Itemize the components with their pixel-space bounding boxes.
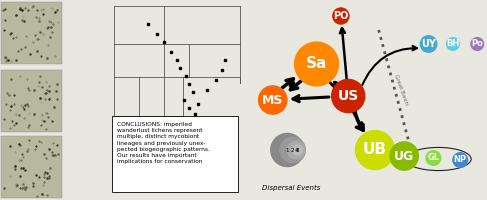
Text: UY: UY: [421, 39, 436, 49]
Text: UG: UG: [394, 150, 414, 162]
Text: BH: BH: [446, 40, 460, 48]
Text: GL: GL: [428, 154, 439, 162]
Text: 4: 4: [294, 148, 298, 152]
Text: Po: Po: [471, 40, 483, 48]
Text: 8: 8: [296, 148, 300, 152]
Text: PO: PO: [333, 11, 349, 21]
Text: 2: 2: [291, 148, 295, 152]
Ellipse shape: [420, 36, 437, 52]
Ellipse shape: [271, 133, 304, 167]
Ellipse shape: [453, 153, 468, 167]
Ellipse shape: [447, 38, 459, 50]
Bar: [1, 2, 62, 64]
Ellipse shape: [390, 142, 418, 170]
Ellipse shape: [259, 86, 287, 114]
Ellipse shape: [333, 8, 349, 24]
Text: 1: 1: [285, 148, 289, 152]
Bar: [112, 116, 238, 192]
Text: NP: NP: [454, 156, 467, 164]
Ellipse shape: [356, 131, 394, 169]
Ellipse shape: [471, 38, 484, 50]
Text: US: US: [337, 89, 359, 103]
Ellipse shape: [426, 151, 441, 165]
Text: Sa: Sa: [306, 56, 327, 72]
Bar: [1, 70, 62, 132]
Ellipse shape: [295, 42, 338, 86]
Text: MS: MS: [262, 94, 283, 106]
Ellipse shape: [280, 137, 305, 163]
Bar: [1, 136, 62, 198]
Text: Dispersal Events: Dispersal Events: [262, 185, 320, 191]
Text: UB: UB: [363, 142, 387, 158]
Ellipse shape: [293, 145, 302, 155]
Ellipse shape: [287, 141, 305, 159]
Text: Great Basin: Great Basin: [393, 74, 409, 106]
Ellipse shape: [332, 79, 365, 113]
Text: CONCLUSIONS: imperiled
wanderlust lichens represent
multiple, distinct mycobiont: CONCLUSIONS: imperiled wanderlust lichen…: [117, 122, 210, 164]
